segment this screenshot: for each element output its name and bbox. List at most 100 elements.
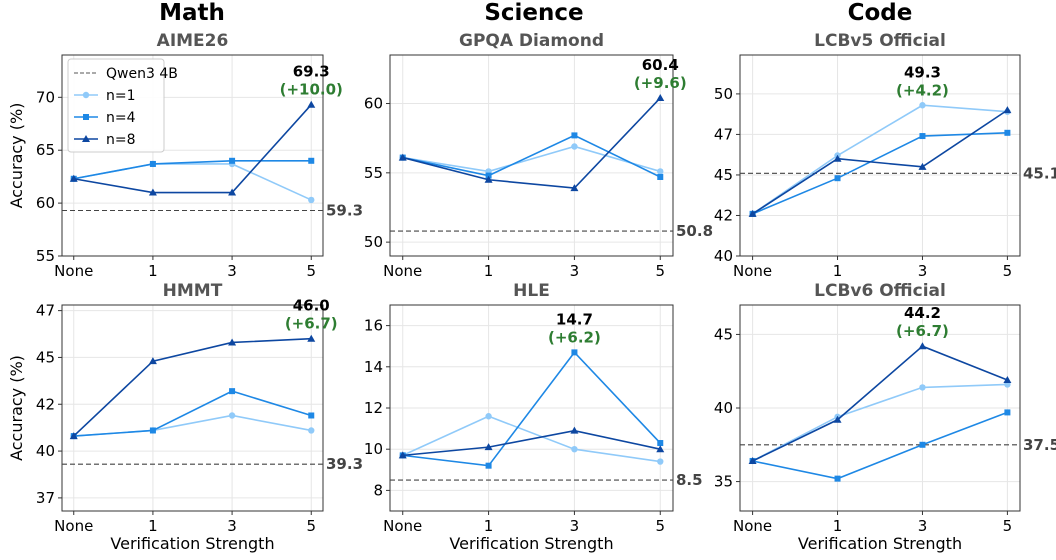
annotation-value: 49.3: [904, 63, 941, 81]
chart-panel-1: 55 60 65 70 None 1 3 5 AIME26 Accuracy (%) 59.3 69.…: [7, 31, 363, 280]
chart-panel-2: 505560None 1 3 5GPQA Diamond50.860.4(+9.6): [364, 31, 713, 280]
y-tick-label: 42: [714, 206, 733, 224]
y-tick-label: 70: [36, 88, 55, 106]
data-point: [308, 412, 314, 418]
x-tick-label: 5: [306, 262, 316, 280]
data-point: [150, 427, 156, 433]
plot-frame: [740, 55, 1020, 256]
legend-label: n=4: [106, 110, 136, 126]
x-tick-label: 3: [227, 262, 237, 280]
data-point: [486, 463, 492, 469]
series-n1: [71, 412, 315, 439]
series-line: [753, 384, 1008, 461]
series-line: [403, 135, 661, 177]
chart-title: HLE: [513, 281, 550, 301]
y-tick-label: 47: [36, 302, 55, 320]
baseline-label: 8.5: [676, 471, 703, 489]
annotation-delta: (+6.7): [285, 315, 338, 333]
chart-title: GPQA Diamond: [459, 31, 604, 51]
data-point: [835, 476, 841, 482]
chart-panel-5: 810121416None 1 3 5HLEVerification Strength…: [364, 281, 703, 553]
data-point: [919, 384, 925, 390]
y-tick-label: 35: [714, 473, 733, 491]
x-tick-label: 3: [570, 262, 580, 280]
y-axis-label: Accuracy (%): [7, 355, 26, 461]
baseline-label: 50.8: [676, 222, 713, 240]
data-point: [308, 158, 314, 164]
series-n1: [749, 102, 1010, 217]
x-tick-label: 3: [570, 517, 580, 535]
series-n1: [749, 381, 1010, 464]
series-line: [74, 164, 312, 200]
data-point: [657, 458, 663, 464]
series-line: [403, 431, 661, 456]
legend-marker: [83, 114, 89, 120]
data-point: [571, 446, 577, 452]
data-point: [919, 102, 925, 108]
y-tick-label: 16: [364, 317, 383, 335]
baseline-label: 37.5: [1023, 436, 1056, 454]
x-axis-label: Verification Strength: [110, 534, 274, 553]
legend-label: Qwen3 4B: [106, 66, 178, 82]
data-point: [485, 413, 491, 419]
annotation-delta: (+10.0): [280, 81, 343, 99]
baseline-label: 59.3: [326, 202, 363, 220]
data-point: [657, 440, 663, 446]
baseline-label: 39.3: [326, 455, 363, 473]
chart-panel-3: 40 42 45 47 50 None 1 3 5 LCBv5 Official 45.1 49.3(…: [714, 31, 1056, 280]
legend: Qwen3 4B n=1 n=4 n=8: [68, 59, 178, 152]
annotation-value: 14.7: [556, 310, 593, 328]
data-point: [571, 143, 577, 149]
x-tick-label: 5: [306, 517, 316, 535]
data-point: [835, 175, 841, 181]
y-tick-label: 40: [714, 247, 733, 265]
x-tick-label: 1: [484, 262, 494, 280]
y-tick-label: 37: [36, 489, 55, 507]
series-n1: [71, 161, 315, 203]
series-n8: [399, 94, 665, 191]
data-point: [308, 197, 314, 203]
y-tick-label: 60: [36, 194, 55, 212]
y-tick-label: 50: [364, 233, 383, 251]
x-tick-label: None: [383, 517, 422, 535]
chart-title: LCBv5 Official: [814, 31, 946, 51]
chart-title: AIME26: [157, 31, 229, 51]
chart-title: HMMT: [163, 281, 223, 301]
data-point: [919, 133, 925, 139]
series-n4: [71, 388, 315, 439]
x-tick-label: 1: [484, 517, 494, 535]
y-tick-label: 47: [714, 125, 733, 143]
x-axis-label: Verification Strength: [798, 534, 962, 553]
series-n8: [749, 106, 1012, 217]
legend-label: n=1: [106, 88, 136, 104]
legend-marker: [83, 92, 89, 98]
data-point: [229, 412, 235, 418]
data-point: [570, 427, 578, 434]
plot-frame: [62, 305, 323, 511]
chart-title: LCBv6 Official: [814, 281, 946, 301]
series-line: [403, 352, 661, 465]
data-point: [1004, 130, 1010, 136]
annotation-value: 46.0: [293, 297, 330, 315]
y-tick-label: 50: [714, 85, 733, 103]
series-n8: [399, 427, 665, 459]
data-point: [229, 158, 235, 164]
data-point: [918, 342, 926, 349]
annotation-value: 44.2: [904, 304, 941, 322]
y-tick-label: 14: [364, 358, 383, 376]
data-point: [571, 349, 577, 355]
data-point: [1003, 106, 1011, 113]
y-tick-label: 10: [364, 440, 383, 458]
y-tick-label: 42: [36, 395, 55, 413]
data-point: [657, 168, 663, 174]
column-title-math: Math: [159, 0, 225, 26]
annotation-delta: (+6.7): [896, 322, 949, 340]
data-point: [308, 427, 314, 433]
x-tick-label: None: [54, 517, 93, 535]
annotation-delta: (+9.6): [634, 74, 687, 92]
x-tick-label: 1: [148, 517, 158, 535]
y-tick-label: 45: [36, 348, 55, 366]
legend-label: n=8: [106, 132, 136, 148]
annotation-value: 69.3: [293, 63, 330, 81]
data-point: [657, 174, 663, 180]
